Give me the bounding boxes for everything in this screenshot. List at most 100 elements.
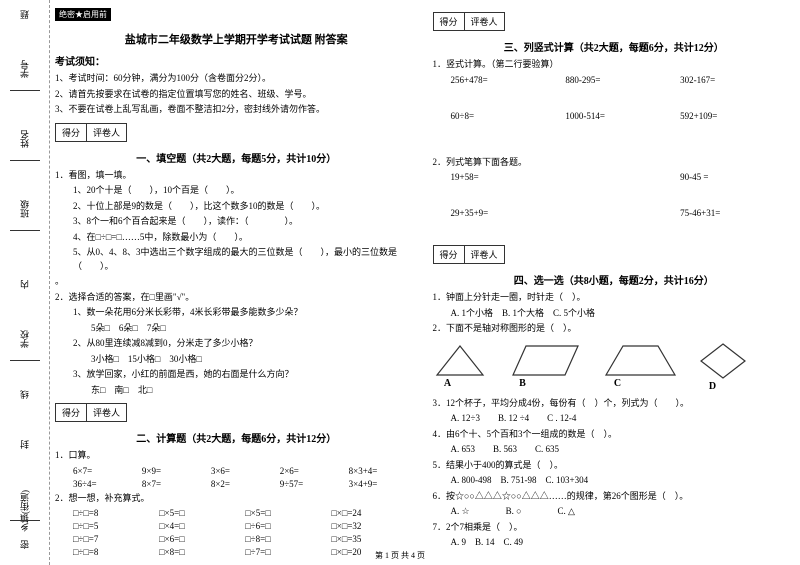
section4-title: 四、选一选（共8小题，每题2分，共计16分） — [433, 272, 796, 287]
q1-stem: 1．看图，填一填。 — [55, 169, 418, 183]
s4q2-stem: 2．下面不是轴对称图形的是（ ）。 — [433, 322, 796, 336]
binding-edge: 题 学号 姓名 班级 内 学校 线 封 乡镇(街道) 密 — [0, 0, 50, 565]
calc-item: □×4=□ — [159, 521, 245, 531]
bind-label-7: 封 — [18, 440, 31, 449]
calc-item: □÷6=□ — [245, 521, 331, 531]
s4q7-opts: A. 9 B. 14 C. 49 — [433, 536, 796, 550]
calc-row: 60÷8= 1000-514= 592+109= — [433, 111, 796, 121]
calc-item: 36÷4= — [73, 479, 142, 489]
q1-item: 2、十位上部是9的数是（ ），比这个数多10的数是（ ）。 — [55, 200, 418, 214]
shape-row: A B C D — [433, 341, 796, 392]
score-box-4: 得分 评卷人 — [433, 245, 505, 264]
calc-item: 8×3+4= — [349, 466, 418, 476]
calc-item: □×6=□ — [159, 534, 245, 544]
s3q2-stem: 2．列式笔算下面各题。 — [433, 156, 796, 170]
calc-item: 8×2= — [211, 479, 280, 489]
calc-item: 29+35+9= — [451, 208, 566, 218]
calc-row: 256+478= 880-295= 302-167= — [433, 75, 796, 85]
q2-stem: 2．选择合适的答案，在□里画"√"。 — [55, 291, 418, 305]
s2q1-stem: 1．口算。 — [55, 449, 418, 463]
calc-item: □×□=24 — [331, 508, 417, 518]
bind-label-1: 学号 — [18, 60, 31, 78]
q2-item: 3、放学回家，小红的前面是西，她的右面是什么方向？ — [55, 368, 418, 382]
calc-item: 2×6= — [280, 466, 349, 476]
q1-item: 5、从0、4、8、3中选出三个数字组成的最大的三位数是（ ），最小的三位数是（ … — [55, 246, 418, 273]
calc-row: 19+58= 90-45 = — [433, 172, 796, 182]
s2q2-stem: 2．想一想，补充算式。 — [55, 492, 418, 506]
score-cell: 得分 — [434, 246, 465, 263]
section3-title: 三、列竖式计算（共2大题，每题6分，共计12分） — [433, 39, 796, 54]
bind-label-9: 密 — [18, 540, 31, 549]
shape-group-c: C — [603, 343, 678, 389]
bind-line — [10, 520, 40, 521]
score-cell: 得分 — [434, 13, 465, 30]
shape-label-d: D — [698, 381, 728, 392]
section1-title: 一、填空题（共2大题，每题5分，共计10分） — [55, 150, 418, 165]
s4q1-stem: 1．钟面上分针走一圈，时针走（ ）。 — [433, 291, 796, 305]
bind-line — [10, 360, 40, 361]
calc-row: 36÷4= 8×7= 8×2= 9÷57= 3×4+9= — [55, 479, 418, 489]
bind-label-2: 姓名 — [18, 130, 31, 148]
q2-item: 1、数一朵花用6分米长彩带，4米长彩带最多能数多少朵？ — [55, 306, 418, 320]
score-cell: 评卷人 — [87, 124, 126, 141]
calc-item: 8×7= — [142, 479, 211, 489]
score-cell: 得分 — [56, 124, 87, 141]
bind-label-0: 题 — [18, 10, 31, 19]
s4q3-opts: A. 12÷3 B. 12 ÷4 C . 12-4 — [433, 412, 796, 426]
calc-row: 6×7= 9×9= 3×6= 2×6= 8×3+4= — [55, 466, 418, 476]
calc-item: □÷□=5 — [73, 521, 159, 531]
s4q1-opts: A. 1个小格 B. 1个大格 C. 5个小格 — [433, 307, 796, 321]
s4q7-stem: 7．2个7相乘是（ ）。 — [433, 521, 796, 535]
calc-item: □÷□=8 — [73, 508, 159, 518]
calc-item: 75-46+31= — [680, 208, 795, 218]
calc-item: 1000-514= — [565, 111, 680, 121]
calc-item: 9÷57= — [280, 479, 349, 489]
calc-row: □÷□=7 □×6=□ □÷8=□ □×□=35 — [55, 534, 418, 544]
bind-line — [10, 90, 40, 91]
calc-item: 60÷8= — [451, 111, 566, 121]
bind-line — [10, 160, 40, 161]
s4q6-stem: 6．按☆○○△△△☆○○△△△……的规律，第26个图形是（ ）。 — [433, 490, 796, 504]
s4q5-opts: A. 800-498 B. 751-98 C. 103+304 — [433, 474, 796, 488]
bind-label-8: 乡镇(街道) — [18, 490, 31, 532]
q2-item: 3小格□ 15小格□ 30小格□ — [55, 353, 418, 367]
bind-label-5: 学校 — [18, 330, 31, 348]
q1-item: 4、在□÷□=□……5中，除数最小为（ ）。 — [55, 231, 418, 245]
notice-2: 2、请首先按要求在试卷的指定位置填写您的姓名、班级、学号。 — [55, 88, 418, 101]
s4q3-stem: 3．12个杯子，平均分成4份，每份有（ ）个，列式为（ ）。 — [433, 397, 796, 411]
calc-item: □×□=35 — [331, 534, 417, 544]
score-cell: 得分 — [56, 404, 87, 421]
trapezoid-icon — [508, 343, 583, 378]
calc-item: 6×7= — [73, 466, 142, 476]
q1-item: 1、20个十是（ ），10个百是（ ）。 — [55, 184, 418, 198]
score-box-2: 得分 评卷人 — [55, 403, 127, 422]
calc-item: 592+109= — [680, 111, 795, 121]
q2-item: 2、从80里连续减8减到0，分米走了多少小格？ — [55, 337, 418, 351]
trapezoid2-icon — [603, 343, 678, 378]
notice-title: 考试须知： — [55, 53, 418, 68]
shape-label-a: A — [433, 378, 463, 389]
calc-item: □÷8=□ — [245, 534, 331, 544]
shape-label-c: C — [603, 378, 633, 389]
bind-label-4: 内 — [18, 280, 31, 289]
calc-item — [565, 172, 680, 182]
content-area: 绝密★启用前 盐城市二年级数学上学期开学考试试题 附答案 考试须知： 1、考试时… — [55, 8, 795, 560]
calc-item: 256+478= — [451, 75, 566, 85]
shape-group-a: A — [433, 343, 488, 389]
exam-title: 盐城市二年级数学上学期开学考试试题 附答案 — [55, 31, 418, 47]
s4q4-opts: A. 653 B. 563 C. 635 — [433, 443, 796, 457]
calc-item — [565, 208, 680, 218]
left-column: 绝密★启用前 盐城市二年级数学上学期开学考试试题 附答案 考试须知： 1、考试时… — [55, 8, 418, 560]
calc-item: □×5=□ — [245, 508, 331, 518]
shape-group-d: D — [698, 341, 748, 392]
calc-item: 90-45 = — [680, 172, 795, 182]
calc-item: 880-295= — [565, 75, 680, 85]
q2-item: 5朵□ 6朵□ 7朵□ — [55, 322, 418, 336]
page-footer: 第 1 页 共 4 页 — [0, 550, 800, 561]
section2-title: 二、计算题（共2大题，每题6分，共计12分） — [55, 430, 418, 445]
bind-line — [10, 230, 40, 231]
score-box-1: 得分 评卷人 — [55, 123, 127, 142]
calc-row: 29+35+9= 75-46+31= — [433, 208, 796, 218]
calc-item: 302-167= — [680, 75, 795, 85]
bind-label-6: 线 — [18, 390, 31, 399]
